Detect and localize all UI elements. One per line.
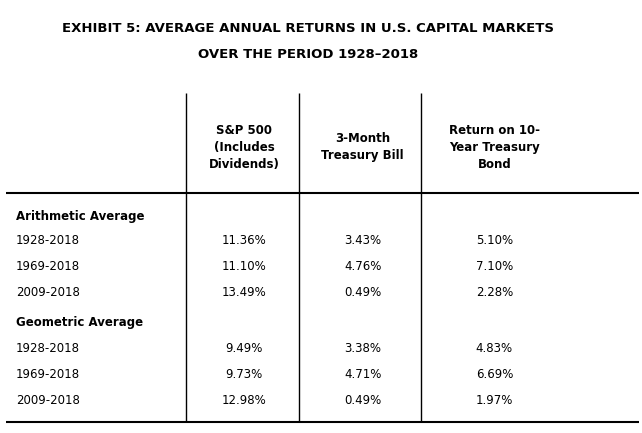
Text: 6.69%: 6.69% <box>476 368 513 381</box>
Text: 1928-2018: 1928-2018 <box>16 342 80 355</box>
Text: 1969-2018: 1969-2018 <box>16 260 80 273</box>
Text: 12.98%: 12.98% <box>221 394 266 407</box>
Text: 3-Month
Treasury Bill: 3-Month Treasury Bill <box>322 132 404 162</box>
Text: 4.71%: 4.71% <box>344 368 381 381</box>
Text: 1.97%: 1.97% <box>476 394 513 407</box>
Text: 4.76%: 4.76% <box>344 260 381 273</box>
Text: 2.28%: 2.28% <box>476 286 513 299</box>
Text: 9.73%: 9.73% <box>225 368 263 381</box>
Text: Geometric Average: Geometric Average <box>16 316 143 329</box>
Text: 11.10%: 11.10% <box>221 260 266 273</box>
Text: 0.49%: 0.49% <box>344 286 381 299</box>
Text: 2009-2018: 2009-2018 <box>16 394 80 407</box>
Text: Return on 10-
Year Treasury
Bond: Return on 10- Year Treasury Bond <box>449 124 540 171</box>
Text: EXHIBIT 5: AVERAGE ANNUAL RETURNS IN U.S. CAPITAL MARKETS: EXHIBIT 5: AVERAGE ANNUAL RETURNS IN U.S… <box>62 22 554 35</box>
Text: S&P 500
(Includes
Dividends): S&P 500 (Includes Dividends) <box>209 124 279 171</box>
Text: 9.49%: 9.49% <box>225 342 263 355</box>
Text: 1969-2018: 1969-2018 <box>16 368 80 381</box>
Text: 7.10%: 7.10% <box>476 260 513 273</box>
Text: 13.49%: 13.49% <box>221 286 266 299</box>
Text: 4.83%: 4.83% <box>476 342 513 355</box>
Text: 1928-2018: 1928-2018 <box>16 234 80 247</box>
Text: 3.38%: 3.38% <box>344 342 381 355</box>
Text: 3.43%: 3.43% <box>344 234 381 247</box>
Text: Arithmetic Average: Arithmetic Average <box>16 210 144 223</box>
Text: 0.49%: 0.49% <box>344 394 381 407</box>
Text: 11.36%: 11.36% <box>221 234 266 247</box>
Text: OVER THE PERIOD 1928–2018: OVER THE PERIOD 1928–2018 <box>198 48 419 61</box>
Text: 2009-2018: 2009-2018 <box>16 286 80 299</box>
Text: 5.10%: 5.10% <box>476 234 513 247</box>
